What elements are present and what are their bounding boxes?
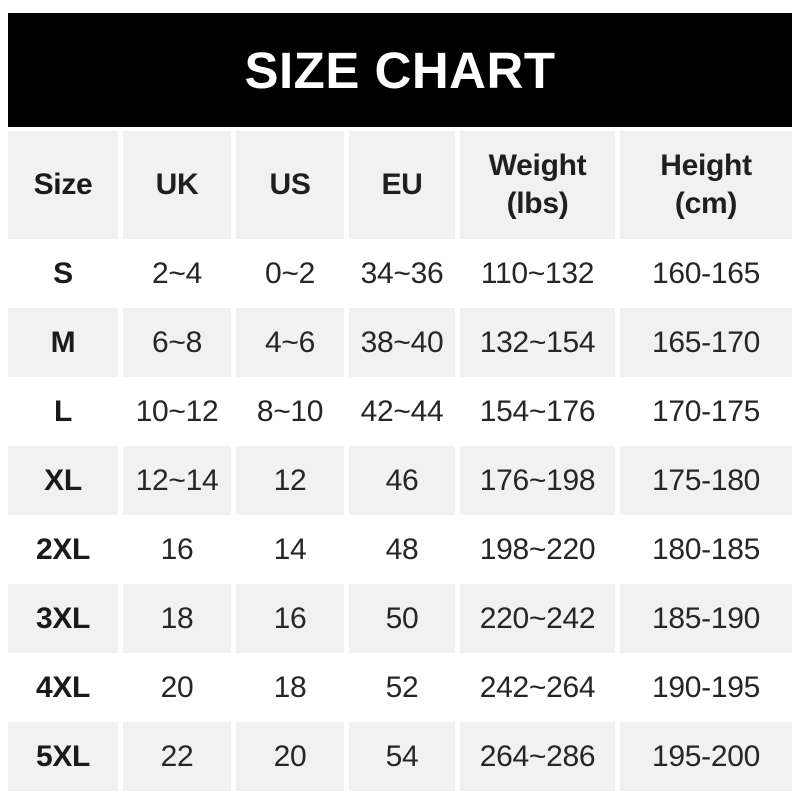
us-cell: 16 — [236, 584, 344, 653]
height-cell: 170-175 — [652, 394, 760, 428]
weight-cell: 264~286 — [460, 722, 615, 791]
eu-cell: 34~36 — [360, 256, 444, 290]
size-cell: 5XL — [8, 722, 118, 791]
uk-cell: 16 — [160, 532, 194, 566]
height-cell: 180-185 — [652, 532, 760, 566]
eu-cell: 54 — [349, 722, 455, 791]
size-cell: 2XL — [35, 532, 91, 566]
height-cell: 195-200 — [620, 722, 792, 791]
column-header-eu: EU — [349, 131, 455, 239]
weight-cell: 198~220 — [479, 532, 596, 566]
weight-cell: 220~242 — [460, 584, 615, 653]
us-cell: 4~6 — [236, 308, 344, 377]
page-title: SIZE CHART — [244, 41, 556, 99]
size-cell: S — [53, 256, 73, 290]
height-cell: 165-170 — [620, 308, 792, 377]
column-header-size: Size — [8, 131, 118, 239]
weight-cell: 110~132 — [480, 256, 595, 290]
size-cell: XL — [8, 446, 118, 515]
table-header-row: Size UK US EU Weight (lbs) Height (cm) — [8, 131, 792, 239]
eu-cell: 50 — [349, 584, 455, 653]
uk-cell: 22 — [123, 722, 231, 791]
uk-cell: 12~14 — [123, 446, 231, 515]
table-row-3xl: 3XL 18 16 50 220~242 185-190 — [8, 584, 792, 653]
table-row-l: L 10~12 8~10 42~44 154~176 170-175 — [8, 377, 792, 446]
height-cell: 175-180 — [620, 446, 792, 515]
table-row-s: S 2~4 0~2 34~36 110~132 160-165 — [8, 239, 792, 308]
eu-cell: 42~44 — [360, 394, 444, 428]
banner: SIZE CHART — [8, 13, 792, 127]
height-cell: 160-165 — [652, 256, 760, 290]
eu-cell: 46 — [349, 446, 455, 515]
size-cell: M — [8, 308, 118, 377]
table-row-m: M 6~8 4~6 38~40 132~154 165-170 — [8, 308, 792, 377]
us-cell: 14 — [273, 532, 307, 566]
column-header-us: US — [236, 131, 344, 239]
weight-cell: 242~264 — [479, 670, 596, 704]
size-cell: L — [53, 394, 73, 428]
table-row-5xl: 5XL 22 20 54 264~286 195-200 — [8, 722, 792, 791]
column-header-height: Height (cm) — [620, 131, 792, 239]
uk-cell: 6~8 — [123, 308, 231, 377]
table-row-xl: XL 12~14 12 46 176~198 175-180 — [8, 446, 792, 515]
eu-cell: 38~40 — [349, 308, 455, 377]
weight-cell: 176~198 — [460, 446, 615, 515]
eu-cell: 48 — [385, 532, 419, 566]
size-table: Size UK US EU Weight (lbs) Height (cm) S… — [8, 131, 792, 791]
size-cell: 4XL — [35, 670, 91, 704]
eu-cell: 52 — [385, 670, 419, 704]
height-cell: 185-190 — [620, 584, 792, 653]
us-cell: 12 — [236, 446, 344, 515]
us-cell: 20 — [236, 722, 344, 791]
us-cell: 0~2 — [265, 256, 315, 290]
us-cell: 18 — [273, 670, 307, 704]
weight-cell: 132~154 — [460, 308, 615, 377]
table-row-4xl: 4XL 20 18 52 242~264 190-195 — [8, 653, 792, 722]
us-cell: 8~10 — [256, 394, 324, 428]
weight-cell: 154~176 — [479, 394, 596, 428]
table-row-2xl: 2XL 16 14 48 198~220 180-185 — [8, 515, 792, 584]
uk-cell: 10~12 — [135, 394, 219, 428]
size-cell: 3XL — [8, 584, 118, 653]
height-cell: 190-195 — [652, 670, 760, 704]
column-header-weight: Weight (lbs) — [460, 131, 615, 239]
uk-cell: 20 — [160, 670, 194, 704]
column-header-uk: UK — [123, 131, 231, 239]
uk-cell: 2~4 — [152, 256, 202, 290]
uk-cell: 18 — [123, 584, 231, 653]
